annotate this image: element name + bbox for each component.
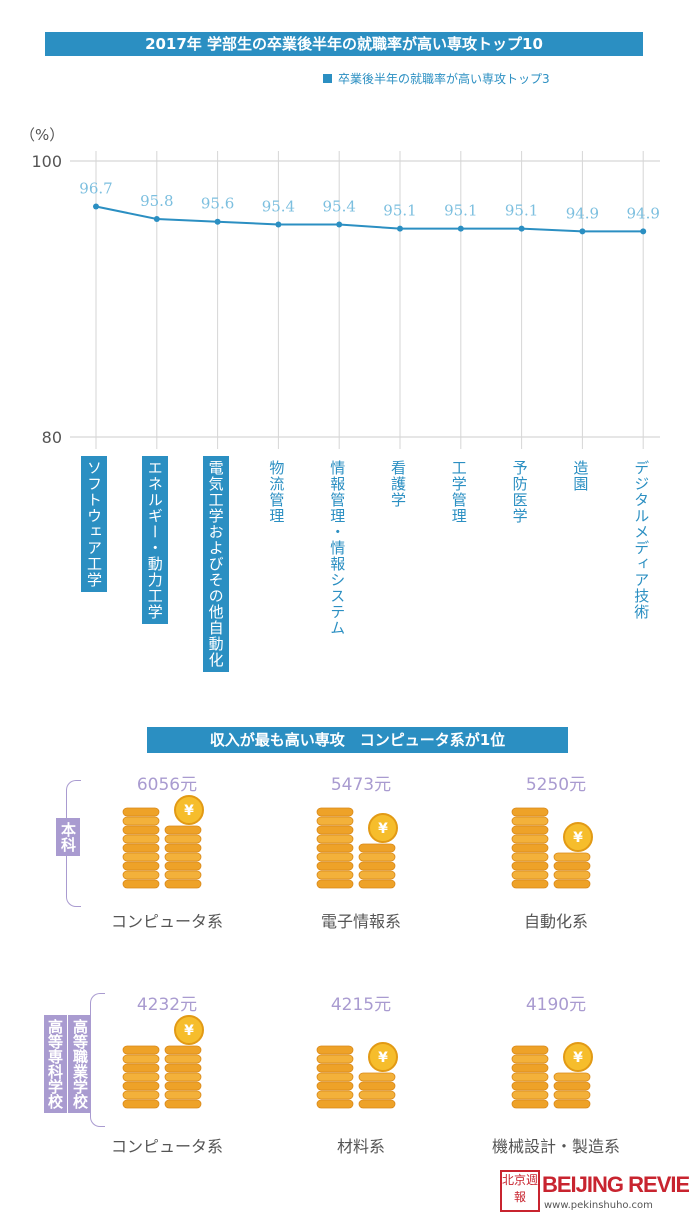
income-amount: 4190元 [525,995,587,1015]
major-name: コンピュータ系 [110,1137,223,1156]
income-title: 収入が最も高い専攻 コンピュータ系が1位 [147,727,568,753]
major-name: 材料系 [336,1137,385,1156]
data-label: 94.9 [626,204,659,222]
beijing-review-logo: 北京週報 BEIJING REVIEW www.pekinshuho.com [500,1170,689,1214]
coin-stack-icon: ¥ [316,807,398,889]
income-amount: 5250元 [525,775,587,795]
svg-text:¥: ¥ [184,803,194,819]
y-tick-label: 100 [31,152,62,171]
income-amount: 5473元 [330,775,392,795]
category-label: 看護学 [389,460,407,508]
category-label: ソフトウェア工学 [81,456,107,592]
category-label: デジタルメディア技術 [632,460,651,620]
data-point [275,221,282,228]
coin-stack-icon: ¥ [511,1042,593,1109]
category-label: 予防医学 [510,460,529,524]
legend-label: 卒業後半年の就職率が高い専攻トップ3 [338,72,550,86]
legend-swatch [323,74,332,83]
data-point [336,221,343,228]
data-point [640,228,647,235]
category-label: 物流管理 [267,460,286,524]
coin-stack-icon: ¥ [511,807,593,889]
chart-legend: 卒業後半年の就職率が高い専攻トップ3 [323,70,550,87]
chart-title: 2017年 学部生の卒業後半年の就職率が高い専攻トップ10 [45,32,643,56]
coin-stack-icon: ¥ [122,1015,204,1109]
svg-text:¥: ¥ [573,830,583,846]
data-point [518,225,525,232]
major-name: 自動化系 [523,912,588,931]
income-amount: 6056元 [136,775,198,795]
svg-text:¥: ¥ [378,821,388,837]
group-label-vocational-2: 高等専科学校 [44,1015,67,1113]
group-bracket-vocational [90,993,105,1127]
svg-text:¥: ¥ [573,1050,583,1066]
category-label: 造園 [571,460,590,492]
major-name: 電子情報系 [320,912,401,931]
logo-url: www.pekinshuho.com [544,1200,653,1211]
data-point [397,225,403,232]
data-label: 95.4 [262,197,295,215]
data-label: 95.8 [140,192,173,210]
data-point [457,225,464,232]
group-label-undergrad: 本科 [56,818,80,856]
category-label: 工学管理 [449,460,468,524]
data-label: 95.1 [383,202,416,220]
data-label: 95.1 [505,202,538,220]
data-label: 95.6 [201,195,234,213]
data-point [93,203,99,210]
data-label: 95.1 [444,202,477,220]
coin-stack-icon: ¥ [316,1042,398,1109]
data-label: 96.7 [79,180,112,198]
data-point [214,218,221,225]
data-label: 95.4 [322,197,355,215]
beijing-review-seal: 北京週報 [500,1170,540,1212]
category-label: エネルギー・動力工学 [141,456,168,624]
y-tick-label: 80 [42,428,62,447]
group-label-vocational-1: 高等職業学校 [68,1015,91,1113]
major-name: コンピュータ系 [110,912,223,931]
data-label: 94.9 [566,204,599,222]
major-name: 機械設計・製造系 [491,1137,620,1156]
category-label: 電気工学およびその他自動化 [202,456,229,672]
svg-text:¥: ¥ [378,1050,388,1066]
income-amount: 4232元 [136,995,198,1015]
svg-text:¥: ¥ [184,1023,194,1039]
series-line [95,205,644,233]
line-chart: （%） 100 80 96.7 95.8 95.6 95.4 95.4 95.1 95.1 95.1… [20,126,660,449]
coin-stack-icon: ¥ [122,795,204,889]
data-point [153,215,160,222]
logo-brand-text: BEIJING REVIEW [542,1172,689,1197]
y-axis-label: （%） [20,126,64,144]
category-label: 情報管理・情報システム [328,460,347,636]
data-point [579,228,586,235]
income-amount: 4215元 [330,995,392,1015]
